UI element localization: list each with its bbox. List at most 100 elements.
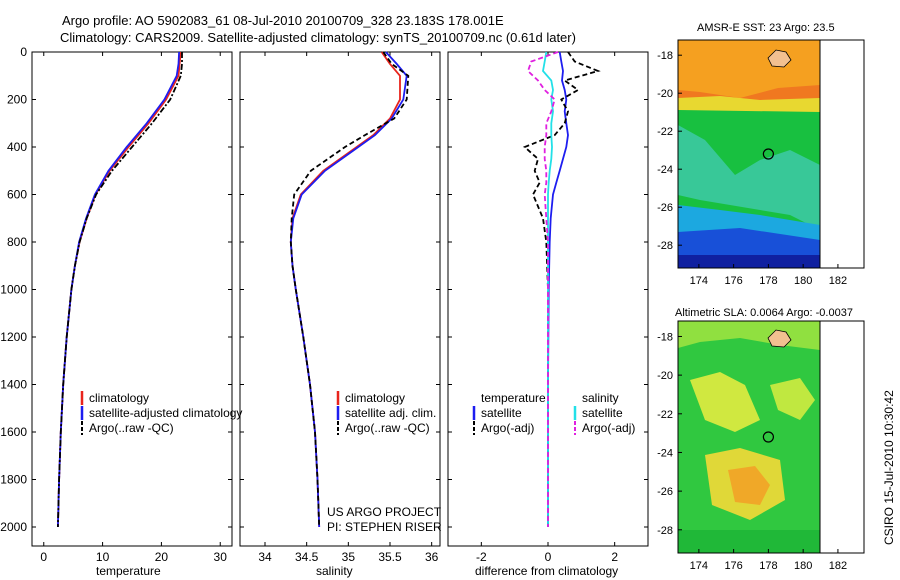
series-line-climatology — [57, 51, 182, 528]
legend-label-sal-argo: Argo(-adj) — [582, 421, 635, 435]
sst-map-title: AMSR-E SST: 23 Argo: 23.5 — [697, 22, 835, 34]
x-tick-label: 30 — [214, 550, 228, 564]
creation-stamp: CSIRO 15-Jul-2010 10:30:42 — [882, 390, 896, 545]
map-y-tick-label: -18 — [657, 331, 673, 343]
map-y-tick-label: -20 — [657, 88, 673, 100]
legend-label-climatology: climatology — [89, 391, 149, 405]
legend-label-satellite: satellite adj. clim. — [345, 406, 436, 420]
salinity-panel-frame — [239, 51, 441, 547]
sla-yellow-patch-west — [690, 372, 760, 432]
map-y-tick-label: -28 — [657, 240, 673, 252]
map-y-tick-label: -24 — [657, 447, 673, 459]
x-tick-label: 34.5 — [295, 550, 319, 564]
legend-label-satellite: satellite-adjusted climatology — [89, 406, 242, 420]
axis-ticks: 0 10 20 30 34 34.5 35 35.5 36 -2 0 2020040060080010… — [0, 45, 648, 564]
x-tick-label: 2 — [611, 550, 618, 564]
sst-axes-frame — [677, 39, 865, 269]
sla-south-band — [678, 530, 820, 553]
legend-label-sal-satellite: satellite — [582, 406, 623, 420]
series-line-temperature-argo-adj- — [523, 51, 601, 527]
y-tick-label: 1000 — [0, 283, 27, 297]
map-y-tick-label: -20 — [657, 370, 673, 382]
map-x-tick-label: 174 — [690, 275, 708, 287]
temperature-legend: climatology satellite-adjusted climatolo… — [80, 391, 242, 435]
y-tick-label: 400 — [7, 140, 27, 154]
map-y-tick-label: -22 — [657, 409, 673, 421]
y-tick-label: 1800 — [0, 473, 27, 487]
map-y-tick-label: -28 — [657, 525, 673, 537]
sla-hot-patch — [728, 466, 770, 505]
figure-title-line2: Climatology: CARS2009. Satellite-adjuste… — [60, 30, 576, 45]
sst-island-shape — [767, 49, 792, 68]
difference-xlabel: difference from climatology — [475, 564, 618, 578]
salinity-xlabel: salinity — [316, 564, 353, 578]
project-annotation: US ARGO PROJECT — [327, 505, 442, 519]
y-tick-label: 600 — [7, 188, 27, 202]
x-tick-label: 0 — [545, 550, 552, 564]
x-tick-label: 20 — [155, 550, 169, 564]
map-x-tick-label: 178 — [759, 275, 777, 287]
map-y-tick-label: -26 — [657, 202, 673, 214]
sla-axes-frame — [677, 320, 865, 554]
map-x-tick-label: 178 — [759, 560, 777, 572]
figure-title-line1: Argo profile: AO 5902083_61 08-Jul-2010 … — [62, 13, 504, 28]
map-x-tick-label: 180 — [794, 275, 812, 287]
legend-heading-salinity: salinity — [582, 391, 619, 405]
y-tick-label: 800 — [7, 235, 27, 249]
series-line-satellite-adj-clim- — [289, 51, 408, 528]
series-line-temperature-satellite — [547, 51, 569, 527]
map-y-tick-label: -18 — [657, 50, 673, 62]
y-tick-label: 0 — [20, 45, 27, 59]
map-x-tick-label: 182 — [829, 560, 847, 572]
map-y-tick-label: -24 — [657, 164, 673, 176]
legend-label-temp-satellite: satellite — [481, 406, 522, 420]
sla-island-shape — [767, 329, 792, 348]
legend-label-argo: Argo(..raw -QC) — [345, 421, 430, 435]
sla-map — [677, 320, 865, 554]
profile-location-marker — [762, 148, 774, 160]
temperature-panel-frame — [31, 51, 233, 547]
x-tick-label: 36 — [425, 550, 439, 564]
series-line-salinity-argo-adj- — [526, 51, 559, 527]
series-line-salinity-satellite — [542, 51, 554, 527]
map-x-tick-label: 182 — [829, 275, 847, 287]
map-x-tick-label: 176 — [724, 560, 742, 572]
legend-label-climatology: climatology — [345, 391, 405, 405]
x-tick-label: 0 — [40, 550, 47, 564]
y-tick-label: 2000 — [0, 520, 27, 534]
x-tick-label: 34 — [258, 550, 272, 564]
profile-lines — [57, 51, 601, 528]
x-tick-label: 35 — [342, 550, 356, 564]
profile-location-marker — [762, 431, 774, 443]
sst-teal-region — [678, 125, 820, 230]
x-tick-label: 10 — [96, 550, 110, 564]
map-y-tick-label: -22 — [657, 126, 673, 138]
sst-deep-blue-band — [678, 255, 820, 268]
legend-label-temp-argo: Argo(-adj) — [481, 421, 534, 435]
pi-annotation: PI: STEPHEN RISER — [327, 520, 442, 534]
x-tick-label: 35.5 — [378, 550, 402, 564]
map-y-tick-label: -26 — [657, 486, 673, 498]
series-line-satellite-adjusted-climatology — [57, 51, 180, 528]
x-tick-label: -2 — [476, 550, 487, 564]
sla-yellow-patch-east — [770, 378, 815, 420]
map-x-tick-label: 174 — [690, 560, 708, 572]
y-tick-label: 1200 — [0, 330, 27, 344]
sst-map — [677, 39, 865, 269]
sla-map-title: Altimetric SLA: 0.0064 Argo: -0.0037 — [675, 307, 853, 319]
map-x-tick-label: 180 — [794, 560, 812, 572]
map-overlays: 174 176 178 180 182 -18 -20 -22 -24 -26 -28 174 176 1… — [657, 50, 847, 572]
series-line-argo-raw-qc- — [289, 51, 410, 528]
legend-label-argo: Argo(..raw -QC) — [89, 421, 174, 435]
difference-legend: temperature satellite Argo(-adj) salinit… — [472, 391, 635, 435]
map-x-tick-label: 176 — [724, 275, 742, 287]
y-tick-label: 200 — [7, 93, 27, 107]
y-tick-label: 1400 — [0, 378, 27, 392]
series-line-argo-raw-qc- — [57, 52, 183, 528]
temperature-xlabel: temperature — [96, 564, 161, 578]
y-tick-label: 1600 — [0, 425, 27, 439]
legend-heading-temperature: temperature — [481, 391, 546, 405]
salinity-legend: climatology satellite adj. clim. Argo(..… — [336, 391, 436, 435]
series-line-climatology — [289, 51, 401, 528]
